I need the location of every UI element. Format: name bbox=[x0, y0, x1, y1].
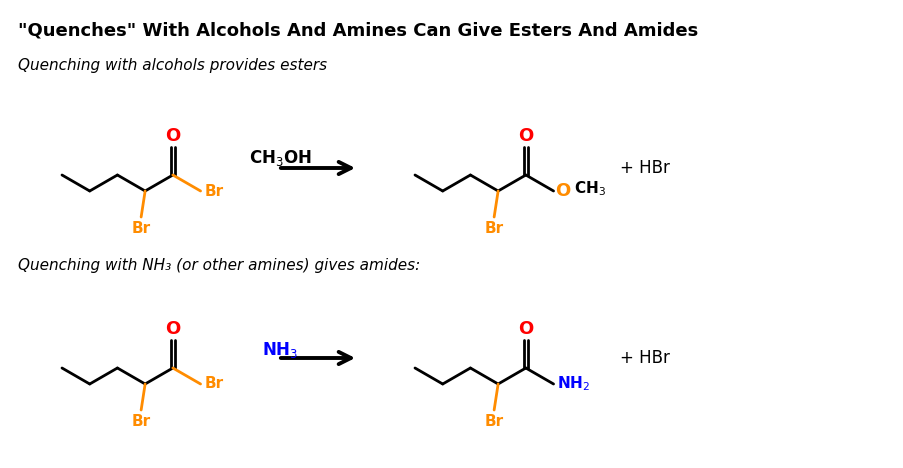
Text: O: O bbox=[517, 127, 533, 145]
Text: "Quenches" With Alcohols And Amines Can Give Esters And Amides: "Quenches" With Alcohols And Amines Can … bbox=[18, 22, 697, 40]
Text: Br: Br bbox=[204, 376, 223, 392]
Text: O: O bbox=[165, 127, 181, 145]
Text: Br: Br bbox=[132, 221, 151, 236]
Text: O: O bbox=[555, 182, 570, 200]
Text: Br: Br bbox=[204, 183, 223, 198]
Text: O: O bbox=[165, 320, 181, 338]
Text: CH$_3$OH: CH$_3$OH bbox=[248, 148, 311, 168]
Text: NH$_3$: NH$_3$ bbox=[262, 340, 298, 360]
Text: Quenching with NH₃ (or other amines) gives amides:: Quenching with NH₃ (or other amines) giv… bbox=[18, 258, 420, 273]
Text: Quenching with alcohols provides esters: Quenching with alcohols provides esters bbox=[18, 58, 327, 73]
Text: CH$_3$: CH$_3$ bbox=[573, 180, 605, 198]
Text: O: O bbox=[517, 320, 533, 338]
Text: + HBr: + HBr bbox=[619, 159, 669, 177]
Text: NH$_2$: NH$_2$ bbox=[556, 375, 589, 393]
Text: Br: Br bbox=[484, 414, 503, 429]
Text: Br: Br bbox=[132, 414, 151, 429]
Text: + HBr: + HBr bbox=[619, 349, 669, 367]
Text: Br: Br bbox=[484, 221, 503, 236]
